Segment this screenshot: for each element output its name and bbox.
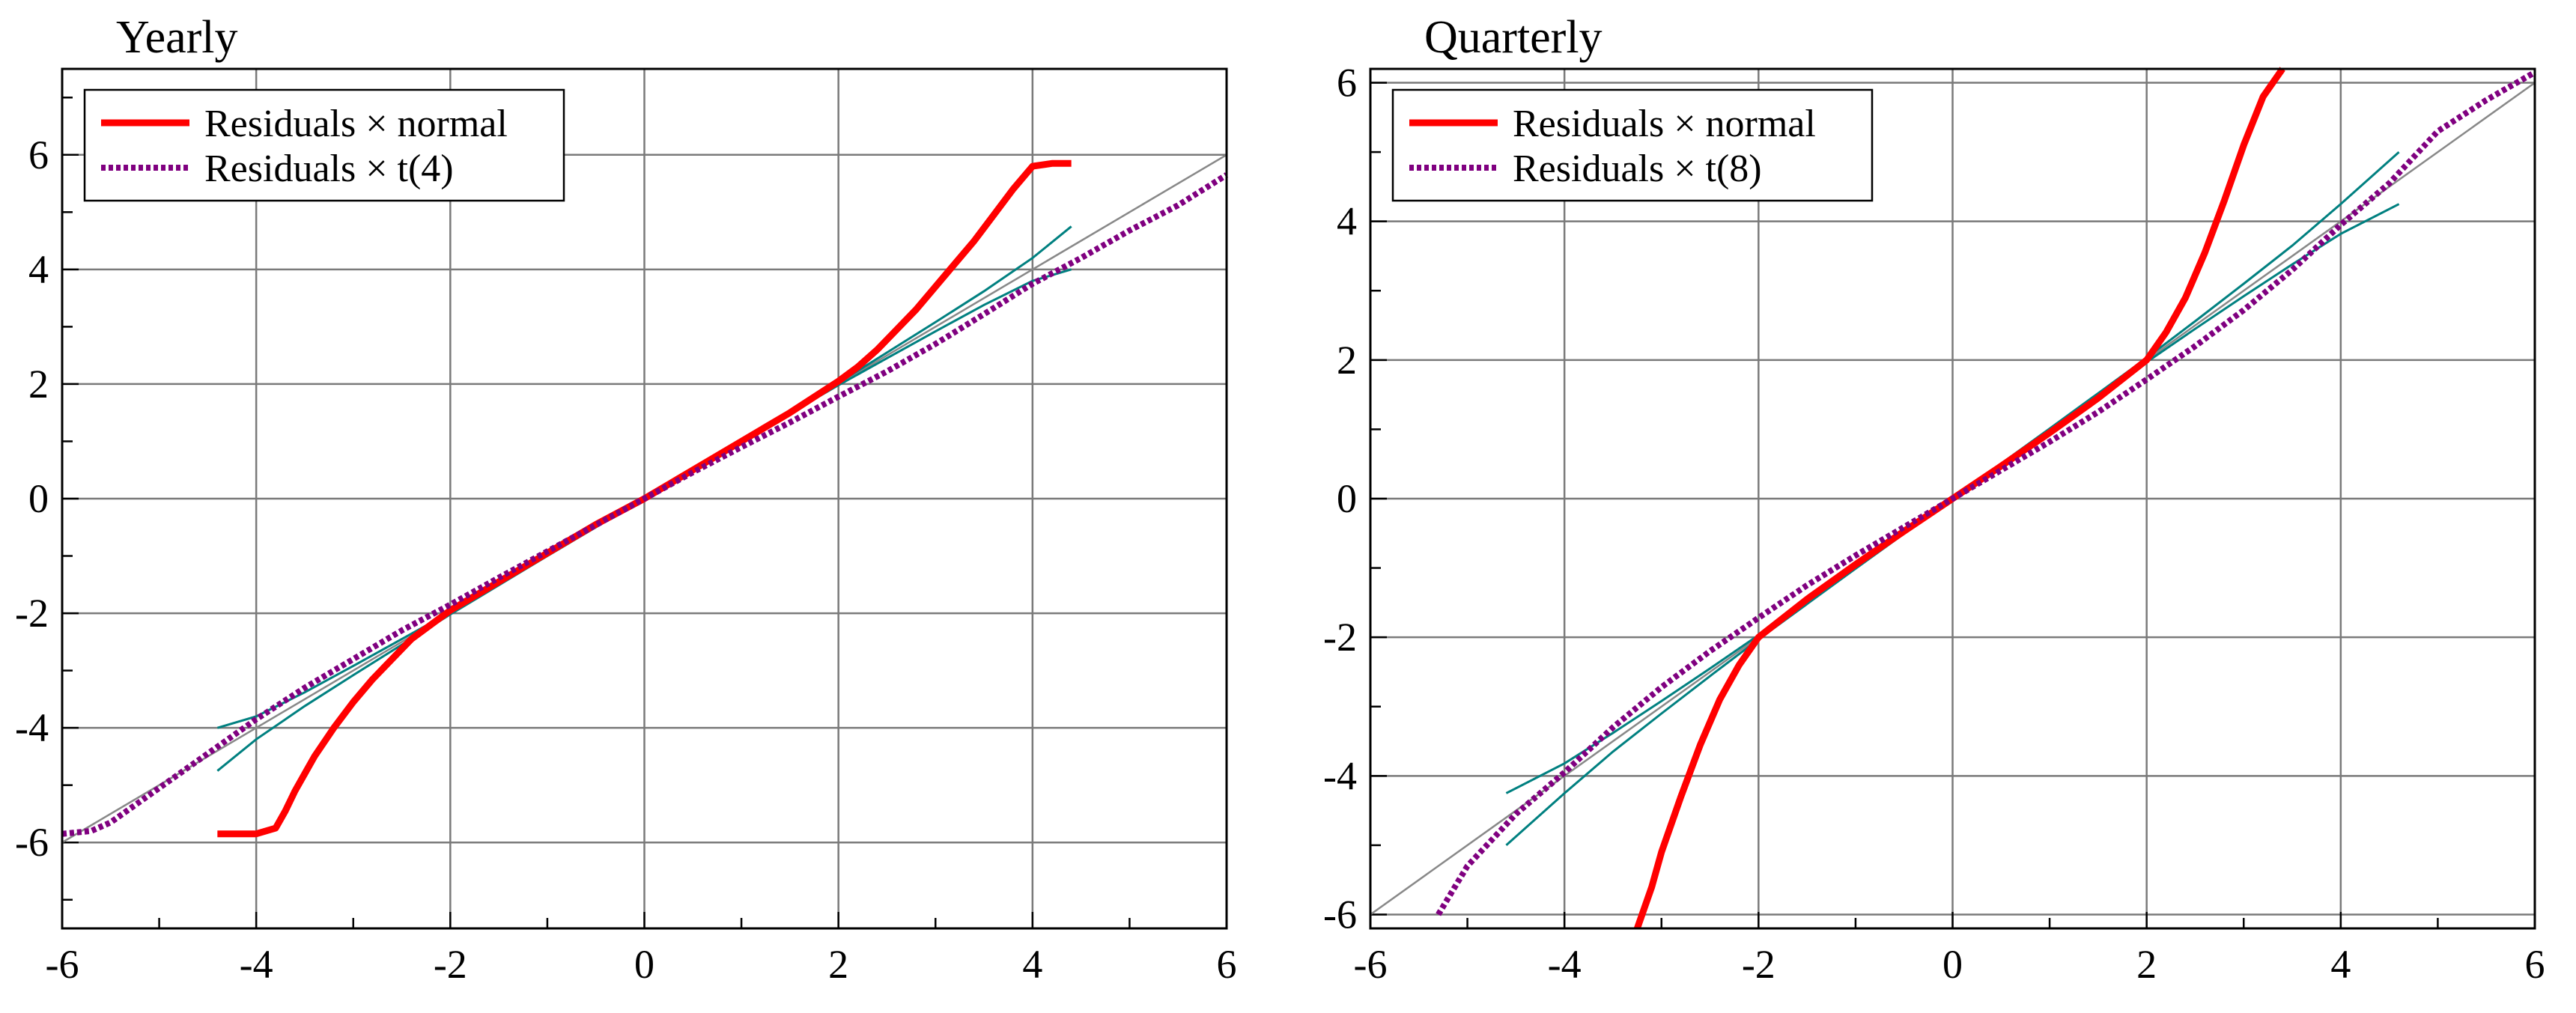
- y-tick-label: -2: [1323, 615, 1357, 660]
- y-tick-label: -4: [1323, 753, 1357, 798]
- y-tick-label: 6: [28, 133, 49, 177]
- x-tick-label: -6: [46, 942, 79, 987]
- y-tick-label: 0: [28, 476, 49, 521]
- x-tick-label: 6: [1217, 942, 1237, 987]
- y-tick-label: 2: [28, 362, 49, 407]
- chart-title: Yearly: [116, 12, 237, 63]
- x-tick-label: 0: [1942, 942, 1963, 987]
- legend-label: Residuals × t(4): [204, 147, 454, 190]
- x-tick-label: 0: [634, 942, 654, 987]
- y-tick-label: -6: [15, 820, 49, 865]
- x-tick-label: 2: [2136, 942, 2157, 987]
- chart-panel-yearly: -6 -4 -2 0 2 4 6 -6 -4 -2 0 2 4 6 Yearly Residuals × no…: [15, 12, 1236, 987]
- legend-box: [1391, 88, 1874, 202]
- y-tick-label: 6: [1337, 61, 1357, 106]
- x-tick-label: -6: [1354, 942, 1388, 987]
- x-tick-label: 4: [1022, 942, 1042, 987]
- y-tick-label: -6: [1323, 892, 1357, 937]
- series-line-t: [61, 172, 1229, 837]
- x-tick-label: 2: [828, 942, 848, 987]
- x-tick-label: -4: [1548, 942, 1582, 987]
- series-line-t: [1436, 70, 2536, 916]
- plot-frame: [61, 67, 1228, 930]
- y-tick-label: 2: [1337, 338, 1357, 383]
- legend-label: Residuals × t(8): [1513, 147, 1762, 190]
- y-tick-label: -4: [15, 705, 49, 750]
- y-tick-label: 0: [1337, 476, 1357, 521]
- x-tick-label: 6: [2525, 942, 2545, 987]
- chart-panel-quarterly: -6 -4 -2 0 2 4 6 -6 -4 -2 0 2 4 6 Quarterly Residuals ×…: [1323, 12, 2545, 987]
- x-tick-label: 4: [2330, 942, 2351, 987]
- legend-box: [83, 88, 565, 202]
- legend-label: Residuals × normal: [204, 103, 508, 145]
- y-tick-label: 4: [1337, 199, 1357, 244]
- x-tick-label: -2: [434, 942, 467, 987]
- y-tick-label: 4: [28, 247, 49, 292]
- x-tick-label: -4: [240, 942, 273, 987]
- x-tick-label: -2: [1742, 942, 1775, 987]
- plot-frame: [1369, 67, 2536, 930]
- chart-title: Quarterly: [1424, 12, 1603, 63]
- y-tick-label: -2: [15, 591, 49, 636]
- legend-label: Residuals × normal: [1513, 103, 1816, 145]
